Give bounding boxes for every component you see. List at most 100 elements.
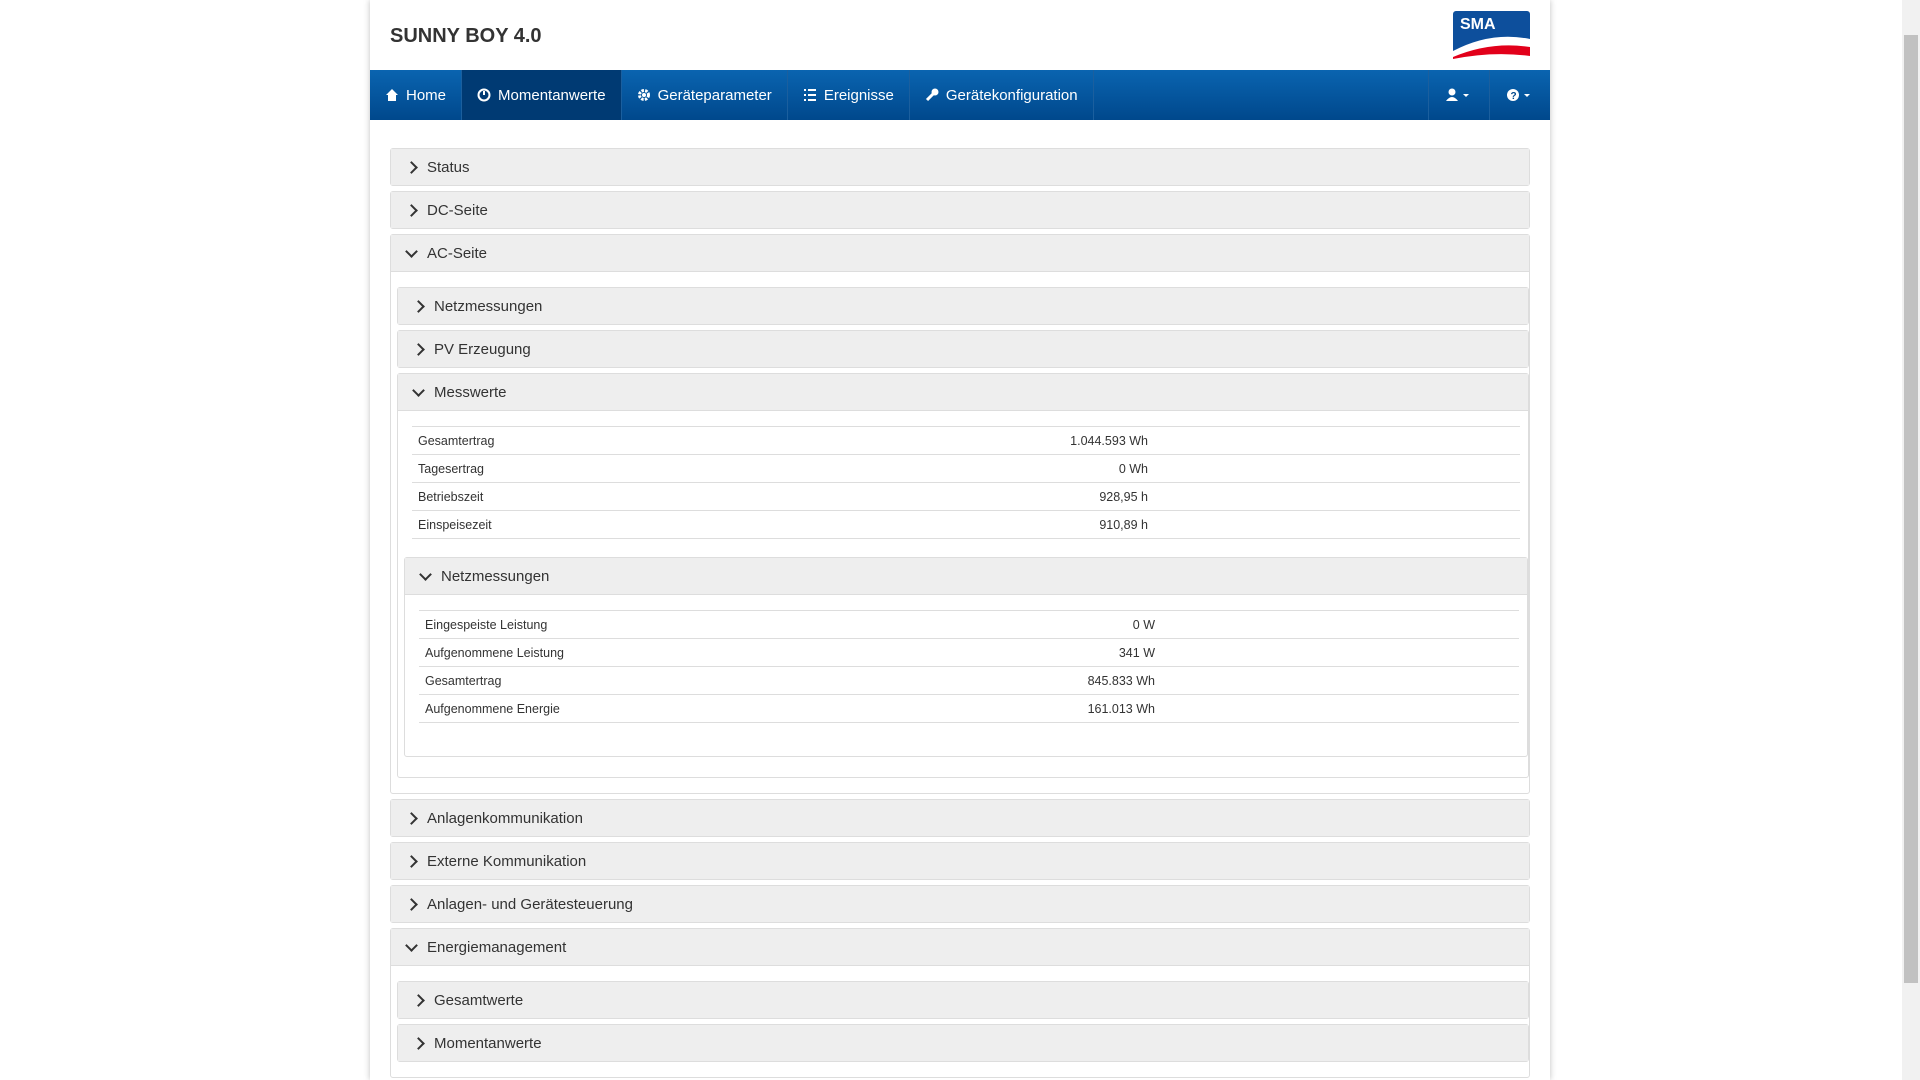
nav-label: Momentanwerte [498, 86, 606, 104]
panel-title: DC-Seite [427, 201, 488, 219]
panel: Status [390, 148, 1530, 186]
panel-title: Anlagen- und Gerätesteuerung [427, 895, 633, 913]
chevron [419, 567, 432, 581]
panel: Netzmessungen Eingespeiste Leistung 0 W Auf… [404, 557, 1528, 757]
logo-text: SMA [1460, 16, 1496, 33]
panel-title: Energiemanagement [427, 938, 567, 956]
panel-heading[interactable]: Status [391, 149, 1529, 185]
row-label: Aufgenommene Leistung [425, 645, 564, 660]
panel-heading[interactable]: PV Erzeugung [398, 331, 1528, 367]
table-row: Eingespeiste Leistung 0 W [419, 611, 1519, 639]
panel-heading[interactable]: Netzmessungen [405, 558, 1527, 595]
panel: Netzmessungen [397, 287, 1529, 325]
row-value: 0 Wh [1118, 461, 1148, 476]
chevron [405, 897, 418, 911]
nav-bar: Home Momentanwerte Geräteparameter Ereignis… [370, 70, 1550, 120]
header: SUNNY BOY 4.0 SMA [370, 0, 1550, 70]
panel-body: Netzmessungen PV Erzeugung Messwerte Gesamt… [391, 272, 1529, 793]
panel-title: Gesamtwerte [434, 991, 524, 1009]
panel-heading[interactable]: DC-Seite [391, 192, 1529, 228]
panel-title: Externe Kommunikation [427, 852, 587, 870]
table-row: Tagesertrag 0 Wh [412, 455, 1520, 483]
chevron [412, 299, 425, 313]
nav-item[interactable]: Home [370, 70, 463, 120]
scrollbar-thumb[interactable] [1904, 35, 1918, 983]
app: SUNNY BOY 4.0 SMA Home Momentanwerte Gerät… [370, 0, 1550, 1080]
value-table: Gesamtertrag 1.044.593 Wh Tagesertrag 0 Wh B… [412, 426, 1520, 539]
panel: Momentanwerte [397, 1024, 1529, 1062]
help-menu[interactable]: ? [1489, 70, 1550, 120]
panel-heading[interactable]: Energiemanagement [391, 929, 1529, 966]
panel: Anlagenkommunikation [390, 799, 1530, 837]
svg-text:?: ? [1511, 91, 1517, 102]
logo: SMA [1453, 11, 1530, 59]
nav-item[interactable]: Geräteparameter [622, 70, 788, 120]
row-value: 0 W [1132, 617, 1155, 632]
panel-heading[interactable]: Externe Kommunikation [391, 843, 1529, 879]
row-label: Betriebszeit [418, 489, 484, 504]
table-row: Gesamtertrag 1.044.593 Wh [412, 427, 1520, 455]
chevron [405, 203, 418, 217]
panel-title: Status [427, 158, 470, 176]
panel-title: PV Erzeugung [434, 340, 531, 358]
panel: Gesamtwerte [397, 981, 1529, 1019]
value-table: Eingespeiste Leistung 0 W Aufgenommene Lei… [419, 610, 1519, 723]
panel-title: Momentanwerte [434, 1034, 542, 1052]
nav-icon [477, 88, 491, 102]
scrollbar[interactable] [1902, 0, 1920, 1080]
nav-item[interactable]: Gerätekonfiguration [910, 70, 1094, 120]
table-row: Aufgenommene Leistung 341 W [419, 639, 1519, 667]
row-value: 341 W [1118, 645, 1155, 660]
panel: Energiemanagement Gesamtwerte Momentanwert… [390, 928, 1530, 1078]
row-label: Tagesertrag [418, 461, 485, 476]
panel-heading[interactable]: Messwerte [398, 374, 1528, 411]
nav-label: Gerätekonfiguration [945, 86, 1078, 104]
table-row: Einspeisezeit 910,89 h [412, 511, 1520, 539]
panel-title: Netzmessungen [441, 567, 550, 585]
nav-item[interactable]: Momentanwerte [462, 70, 622, 120]
nav-right: ? [1428, 70, 1550, 120]
panel: Messwerte Gesamtertrag 1.044.593 Wh Tageser… [397, 373, 1529, 778]
panel-heading[interactable]: Anlagen- und Gerätesteuerung [391, 886, 1529, 922]
table-row: Aufgenommene Energie 161.013 Wh [419, 695, 1519, 723]
row-label: Eingespeiste Leistung [425, 617, 548, 632]
panel-body: Gesamtwerte Momentanwerte [391, 966, 1529, 1077]
panel-heading[interactable]: AC-Seite [391, 235, 1529, 272]
table-row: Gesamtertrag 845.833 Wh [419, 667, 1519, 695]
chevron [405, 160, 418, 174]
panel-title: AC-Seite [427, 244, 488, 262]
chevron [405, 854, 418, 868]
panel-heading[interactable]: Anlagenkommunikation [391, 800, 1529, 836]
panel-heading[interactable]: Momentanwerte [398, 1025, 1528, 1061]
row-value: 161.013 Wh [1087, 701, 1155, 716]
panel-title: Anlagenkommunikation [427, 809, 583, 827]
row-label: Einspeisezeit [418, 517, 492, 532]
panel-heading[interactable]: Netzmessungen [398, 288, 1528, 324]
nav-item[interactable]: Ereignisse [788, 70, 910, 120]
chevron [405, 938, 418, 952]
panel: Anlagen- und Gerätesteuerung [390, 885, 1530, 923]
chevron [405, 244, 418, 258]
device-title: SUNNY BOY 4.0 [390, 25, 542, 47]
nav-icon [386, 89, 398, 101]
nav-icon [803, 89, 816, 101]
panel: Externe Kommunikation [390, 842, 1530, 880]
user-menu[interactable] [1428, 70, 1489, 120]
row-label: Gesamtertrag [425, 673, 502, 688]
nav-label: Ereignisse [823, 86, 894, 104]
chevron [412, 383, 425, 397]
panel-body: Gesamtertrag 1.044.593 Wh Tagesertrag 0 Wh B… [398, 411, 1528, 777]
row-label: Aufgenommene Energie [425, 701, 560, 716]
panel-heading[interactable]: Gesamtwerte [398, 982, 1528, 1018]
table-row: Betriebszeit 928,95 h [412, 483, 1520, 511]
nav-label: Geräteparameter [657, 86, 772, 104]
content: Status DC-Seite AC-Seite Netzmessungen PV Er… [370, 120, 1550, 1078]
chevron [405, 811, 418, 825]
panel-title: Messwerte [434, 383, 507, 401]
row-value: 845.833 Wh [1087, 673, 1155, 688]
panel-title: Netzmessungen [434, 297, 543, 315]
panel: DC-Seite [390, 191, 1530, 229]
nav-icon [925, 88, 939, 102]
